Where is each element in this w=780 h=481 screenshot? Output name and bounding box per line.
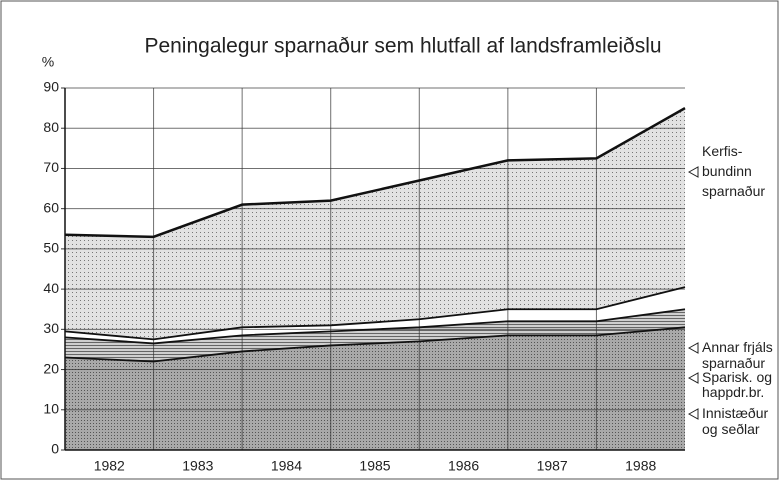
stack-line xyxy=(64,107,686,239)
x-tick-label: 1988 xyxy=(625,458,656,474)
area-texture xyxy=(65,327,685,450)
legend-line: Kerfis- xyxy=(702,143,743,159)
y-tick-label: 60 xyxy=(43,199,59,215)
x-tick-label: 1984 xyxy=(271,458,302,474)
y-tick-label: 40 xyxy=(43,280,59,296)
legend-line: happdr.br. xyxy=(702,384,764,400)
y-tick-label: 70 xyxy=(43,159,59,175)
legend-arrow xyxy=(687,408,699,420)
stack-line xyxy=(64,286,686,341)
x-tick-label: 1987 xyxy=(537,458,568,474)
legend-label: Sparisk. og happdr.br. xyxy=(702,369,772,400)
legend-line: sparnaður xyxy=(702,183,765,199)
legend-label: Annar frjáls sparnaður xyxy=(702,339,773,371)
y-tick-label: 20 xyxy=(43,360,59,376)
legend-label: Innistæður og seðlar xyxy=(702,405,768,437)
chart-title: Peningalegur sparnaður sem hlutfall af l… xyxy=(144,35,661,58)
x-tick-label: 1983 xyxy=(182,458,213,474)
area-texture xyxy=(65,309,685,362)
y-tick-label: 50 xyxy=(43,240,59,256)
legend-line: Innistæður xyxy=(702,405,768,421)
area-texture xyxy=(65,108,685,340)
legend-arrow xyxy=(687,342,699,354)
legend-line: og seðlar xyxy=(702,421,760,437)
y-axis-label: % xyxy=(42,54,54,70)
x-tick-label: 1985 xyxy=(359,458,390,474)
stack-line xyxy=(64,326,686,363)
legend-arrow xyxy=(687,372,699,384)
legend-label: Kerfis-bundinn sparnaður xyxy=(702,143,765,199)
legend-line: bundinn xyxy=(702,163,752,179)
y-tick-label: 80 xyxy=(43,119,59,135)
legend-line: Sparisk. og xyxy=(702,369,772,385)
x-tick-label: 1986 xyxy=(448,458,479,474)
legend-arrow xyxy=(687,166,699,178)
y-tick-label: 0 xyxy=(51,441,59,457)
x-tick-label: 1982 xyxy=(94,458,125,474)
y-tick-label: 30 xyxy=(43,320,59,336)
stack-line xyxy=(64,308,686,345)
legend-line: sparnaður xyxy=(702,355,765,371)
y-tick-label: 90 xyxy=(43,79,59,95)
legend-line: Annar frjáls xyxy=(702,339,773,355)
y-tick-label: 10 xyxy=(43,400,59,416)
